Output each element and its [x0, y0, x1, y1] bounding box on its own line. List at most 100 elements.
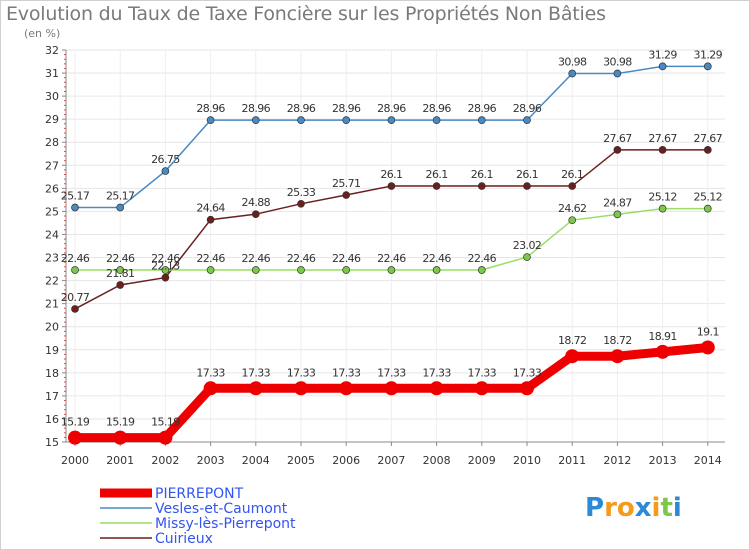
- proxiti-wordmark: Proxiti: [585, 493, 682, 523]
- data-label: 17.33: [196, 366, 225, 379]
- data-label: 23.02: [513, 239, 542, 252]
- data-label: 17.33: [332, 366, 361, 379]
- data-point: [610, 349, 625, 364]
- data-point: [703, 62, 712, 71]
- data-label: 17.33: [287, 366, 316, 379]
- x-tick-label: 2001: [106, 454, 134, 467]
- data-point: [206, 215, 215, 224]
- y-tick-label: 28: [45, 136, 59, 149]
- x-tick-label: 2011: [558, 454, 586, 467]
- data-label: 15.19: [106, 416, 135, 429]
- y-tick-label: 20: [45, 321, 59, 334]
- y-axis-unit: (en %): [24, 27, 61, 40]
- data-point: [71, 203, 79, 212]
- data-label: 30.98: [558, 56, 587, 69]
- data-point: [613, 145, 622, 154]
- data-label: 27.67: [603, 132, 632, 145]
- data-label: 21.81: [106, 267, 135, 280]
- data-point: [158, 430, 173, 445]
- data-point: [116, 203, 125, 212]
- data-point: [655, 344, 670, 359]
- data-point: [432, 182, 441, 190]
- legend-label: PIERREPONT: [155, 486, 244, 502]
- data-point: [568, 216, 577, 225]
- axes: 15 16 17 18 19 20 21 22 23 24 25 26 27 28 29 30 31 32 2000…: [45, 44, 725, 467]
- x-tick-label: 2003: [197, 454, 225, 467]
- data-label: 24.88: [242, 196, 271, 209]
- data-point: [387, 116, 396, 124]
- data-label: 26.1: [561, 168, 583, 181]
- data-label: 28.96: [377, 102, 406, 115]
- data-label: 22.46: [242, 252, 271, 265]
- logo-letter: x: [635, 493, 652, 523]
- data-point: [342, 191, 351, 199]
- data-point: [116, 266, 125, 274]
- logo-letter: t: [660, 493, 672, 523]
- data-label: 24.64: [196, 202, 225, 215]
- data-point: [429, 381, 444, 396]
- y-tick-label: 25: [45, 205, 59, 218]
- data-label: 25.33: [287, 186, 316, 199]
- y-tick-label: 23: [45, 252, 59, 265]
- data-label: 17.33: [242, 366, 271, 379]
- y-tick-label: 17: [45, 390, 59, 403]
- data-label: 26.1: [380, 168, 402, 181]
- data-point: [68, 430, 82, 445]
- data-point: [251, 210, 260, 219]
- legend: PIERREPONTVesles-et-CaumontMissy-lès-Pie…: [100, 486, 296, 547]
- data-point: [342, 116, 351, 124]
- data-label: 22.46: [332, 252, 361, 265]
- data-point: [700, 340, 715, 355]
- data-point: [294, 381, 308, 396]
- y-tick-label: 24: [45, 228, 59, 241]
- data-point: [71, 305, 79, 313]
- data-label: 30.98: [603, 56, 632, 69]
- x-tick-label: 2010: [513, 454, 541, 467]
- data-point: [658, 204, 667, 213]
- data-label: 22.13: [151, 260, 180, 273]
- y-tick-label: 22: [45, 275, 59, 288]
- data-point: [384, 381, 399, 396]
- data-label: 22.46: [151, 252, 180, 265]
- data-label: 22.46: [377, 252, 406, 265]
- data-label: 28.96: [422, 102, 451, 115]
- data-label: 22.46: [106, 252, 135, 265]
- data-label: 25.12: [648, 191, 677, 204]
- data-point: [477, 266, 486, 274]
- data-point: [203, 381, 218, 396]
- data-point: [342, 266, 351, 274]
- y-tick-label: 26: [45, 182, 59, 195]
- chart-title: Evolution du Taux de Taxe Foncière sur l…: [6, 3, 606, 25]
- data-label: 26.1: [516, 168, 538, 181]
- data-label: 18.91: [648, 330, 677, 343]
- data-point: [613, 210, 622, 219]
- data-label: 17.33: [468, 366, 497, 379]
- y-tick-label: 32: [45, 44, 59, 57]
- data-label: 19.1: [697, 325, 719, 338]
- data-label: 26.1: [426, 168, 448, 181]
- data-point: [206, 266, 215, 274]
- data-point: [523, 116, 531, 124]
- data-point: [71, 266, 79, 274]
- plot-area: [66, 50, 725, 442]
- data-label: 25.17: [61, 189, 90, 202]
- data-point: [703, 145, 712, 154]
- x-tick-label: 2000: [61, 454, 89, 467]
- data-label: 17.33: [377, 366, 406, 379]
- x-tick-label: 2002: [151, 454, 179, 467]
- data-label: 27.67: [694, 132, 723, 145]
- data-point: [432, 266, 441, 274]
- data-label: 22.46: [468, 252, 497, 265]
- data-label: 26.75: [151, 153, 180, 166]
- grid-lines: [66, 49, 725, 443]
- data-point: [297, 199, 305, 208]
- y-tick-label: 19: [45, 344, 59, 357]
- y-tick-label: 27: [45, 159, 59, 172]
- x-tick-label: 2005: [287, 454, 315, 467]
- legend-label: Missy-lès-Pierrepont: [155, 516, 296, 532]
- logo-letter: i: [673, 493, 682, 523]
- data-label: 26.1: [471, 168, 493, 181]
- data-label: 18.72: [603, 334, 632, 347]
- x-tick-label: 2013: [649, 454, 677, 467]
- data-label: 28.96: [287, 102, 316, 115]
